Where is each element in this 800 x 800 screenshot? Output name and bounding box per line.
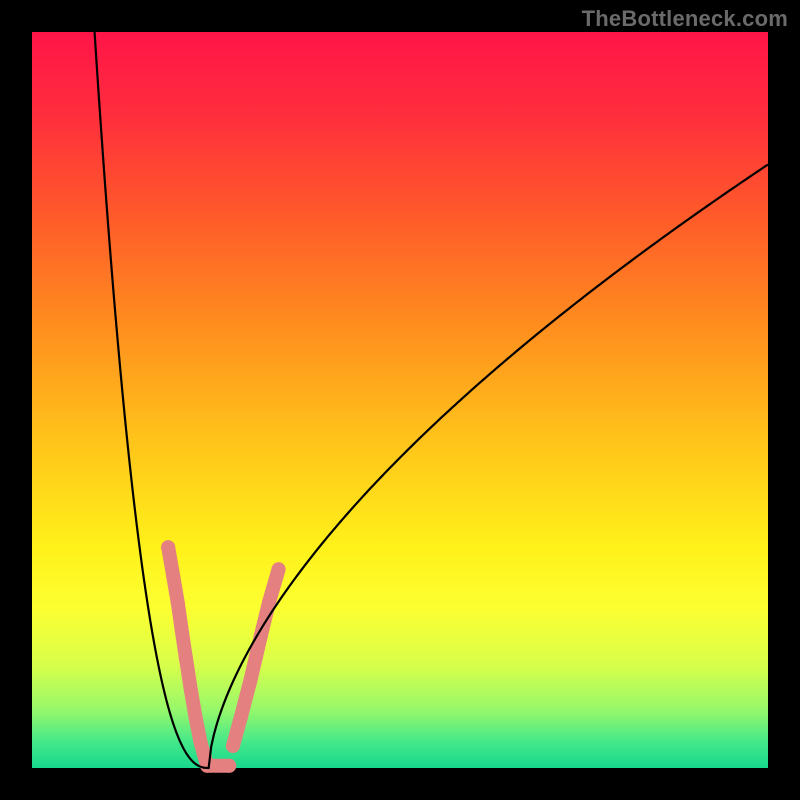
marker-dot — [194, 735, 208, 749]
marker-dot — [272, 562, 286, 576]
marker-dot — [226, 739, 240, 753]
marker-dot — [171, 595, 185, 609]
marker-dot — [188, 709, 202, 723]
marker-dot — [174, 621, 188, 635]
marker-dot — [249, 651, 263, 665]
marker-dot — [234, 709, 248, 723]
chart-container: TheBottleneck.com — [0, 0, 800, 800]
plot-background — [32, 32, 768, 768]
marker-dot — [222, 759, 236, 773]
bottleneck-chart — [0, 0, 800, 800]
marker-dot — [179, 651, 193, 665]
marker-dot — [184, 684, 198, 698]
marker-dot — [166, 570, 180, 584]
watermark-text: TheBottleneck.com — [582, 6, 788, 32]
marker-dot — [244, 673, 258, 687]
marker-dot — [200, 759, 214, 773]
marker-dot — [161, 540, 175, 554]
